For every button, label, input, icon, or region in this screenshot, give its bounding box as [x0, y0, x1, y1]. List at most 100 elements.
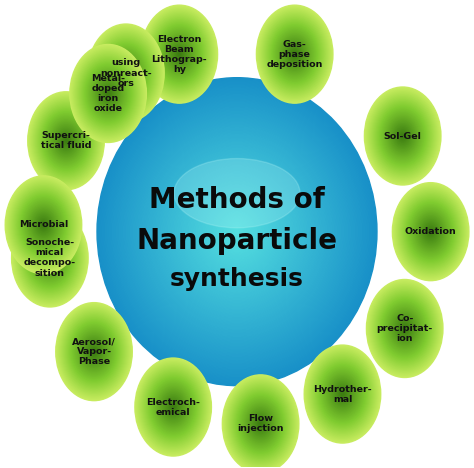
Ellipse shape	[40, 220, 47, 230]
Ellipse shape	[109, 92, 365, 372]
Ellipse shape	[29, 231, 71, 285]
Ellipse shape	[150, 16, 209, 92]
Ellipse shape	[219, 212, 255, 252]
Text: Aerosol/
Vapor-
Phase: Aerosol/ Vapor- Phase	[72, 337, 116, 366]
Text: Oxidation: Oxidation	[405, 227, 456, 236]
Text: Electron
Beam
Lithograp-
hy: Electron Beam Lithograp- hy	[152, 35, 207, 74]
Ellipse shape	[72, 47, 145, 140]
Ellipse shape	[16, 190, 71, 260]
Ellipse shape	[425, 224, 437, 239]
Ellipse shape	[237, 393, 284, 454]
Ellipse shape	[45, 114, 87, 168]
Ellipse shape	[24, 200, 63, 249]
Ellipse shape	[382, 109, 424, 163]
Ellipse shape	[28, 230, 72, 286]
Ellipse shape	[156, 142, 318, 321]
Ellipse shape	[162, 392, 185, 422]
Ellipse shape	[141, 366, 206, 449]
Ellipse shape	[21, 221, 79, 295]
Ellipse shape	[109, 51, 143, 95]
Ellipse shape	[428, 229, 433, 234]
Ellipse shape	[26, 203, 61, 247]
Ellipse shape	[392, 313, 417, 344]
Ellipse shape	[249, 409, 272, 439]
Ellipse shape	[165, 153, 309, 310]
Ellipse shape	[374, 289, 435, 368]
Ellipse shape	[99, 39, 153, 107]
Ellipse shape	[140, 125, 334, 338]
Ellipse shape	[106, 91, 110, 96]
Ellipse shape	[395, 316, 414, 341]
Ellipse shape	[340, 392, 345, 396]
Ellipse shape	[159, 146, 315, 318]
Ellipse shape	[306, 348, 379, 440]
Ellipse shape	[110, 53, 141, 93]
Ellipse shape	[390, 120, 415, 152]
Ellipse shape	[412, 208, 449, 255]
Ellipse shape	[41, 247, 58, 269]
Ellipse shape	[146, 373, 200, 441]
Ellipse shape	[320, 366, 365, 422]
Ellipse shape	[318, 362, 367, 426]
Ellipse shape	[24, 225, 76, 291]
Ellipse shape	[127, 110, 347, 353]
Ellipse shape	[57, 304, 131, 399]
Ellipse shape	[70, 44, 146, 142]
Ellipse shape	[13, 186, 74, 264]
Ellipse shape	[137, 360, 210, 453]
Ellipse shape	[226, 219, 248, 244]
Ellipse shape	[285, 42, 304, 66]
Ellipse shape	[327, 374, 358, 414]
Ellipse shape	[257, 419, 264, 429]
Ellipse shape	[224, 377, 297, 468]
Ellipse shape	[308, 350, 377, 438]
Ellipse shape	[85, 64, 131, 123]
Ellipse shape	[383, 110, 423, 162]
Ellipse shape	[93, 351, 95, 353]
Ellipse shape	[149, 15, 210, 93]
Ellipse shape	[55, 126, 78, 155]
Ellipse shape	[48, 256, 52, 260]
Ellipse shape	[147, 374, 199, 440]
Ellipse shape	[294, 53, 296, 55]
Ellipse shape	[372, 287, 437, 370]
Ellipse shape	[89, 25, 163, 121]
Ellipse shape	[227, 381, 294, 467]
Ellipse shape	[177, 166, 297, 298]
Ellipse shape	[30, 94, 102, 187]
Ellipse shape	[222, 375, 299, 468]
Ellipse shape	[406, 200, 456, 263]
Ellipse shape	[400, 132, 406, 139]
Ellipse shape	[243, 402, 278, 446]
Ellipse shape	[244, 403, 277, 445]
Ellipse shape	[17, 215, 83, 301]
Ellipse shape	[384, 113, 421, 159]
Ellipse shape	[377, 293, 432, 364]
Ellipse shape	[394, 315, 415, 342]
Ellipse shape	[155, 141, 319, 322]
Ellipse shape	[187, 176, 287, 287]
Ellipse shape	[317, 361, 368, 427]
Ellipse shape	[208, 199, 266, 264]
Ellipse shape	[259, 9, 330, 100]
Ellipse shape	[175, 49, 183, 59]
Ellipse shape	[166, 37, 193, 71]
Ellipse shape	[392, 311, 418, 346]
Ellipse shape	[316, 360, 369, 428]
Ellipse shape	[373, 288, 436, 369]
Ellipse shape	[374, 99, 431, 173]
Ellipse shape	[11, 183, 76, 267]
Ellipse shape	[43, 224, 45, 226]
Ellipse shape	[88, 68, 128, 119]
Ellipse shape	[239, 397, 282, 451]
Ellipse shape	[28, 92, 104, 190]
Ellipse shape	[173, 161, 301, 302]
Ellipse shape	[404, 327, 406, 330]
Ellipse shape	[93, 74, 123, 113]
Ellipse shape	[231, 386, 290, 462]
Ellipse shape	[368, 92, 437, 180]
Ellipse shape	[156, 385, 191, 429]
Ellipse shape	[50, 120, 82, 161]
Ellipse shape	[401, 133, 405, 139]
Ellipse shape	[262, 13, 327, 96]
